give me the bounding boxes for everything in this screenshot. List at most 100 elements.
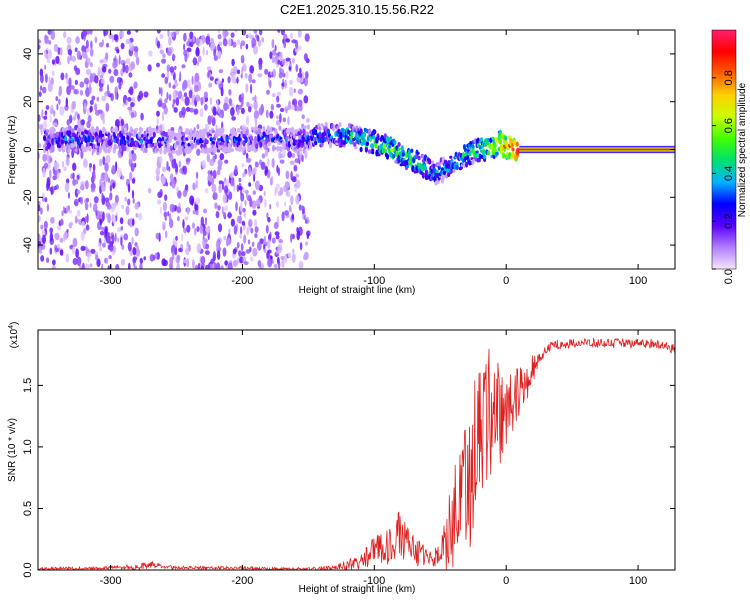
noise-speckle <box>187 79 191 89</box>
noise-speckle <box>225 178 230 187</box>
noise-speckle <box>197 262 201 269</box>
noise-speckle <box>85 263 90 269</box>
noise-speckle <box>62 31 67 39</box>
ridge-cell <box>68 130 72 136</box>
noise-speckle <box>172 85 176 89</box>
noise-speckle <box>113 34 119 41</box>
spectrogram-x-ticks: -300 -200 -100 0 100 <box>100 30 647 287</box>
ridge-cell <box>95 126 99 133</box>
noise-speckle <box>70 173 73 179</box>
noise-speckle <box>40 128 43 135</box>
noise-speckle <box>290 170 293 181</box>
noise-speckle <box>124 196 127 202</box>
noise-speckle <box>274 231 280 236</box>
noise-speckle <box>46 149 49 160</box>
noise-speckle <box>280 255 285 261</box>
noise-speckle <box>217 106 221 114</box>
noise-speckle <box>72 172 75 180</box>
noise-speckle <box>40 255 45 262</box>
noise-speckle <box>55 55 60 65</box>
noise-speckle <box>193 58 196 65</box>
noise-speckle <box>240 192 245 202</box>
noise-speckle <box>209 96 213 106</box>
noise-speckle <box>246 152 249 160</box>
noise-speckle <box>80 119 85 126</box>
ridge-cell <box>493 143 497 148</box>
noise-speckle <box>164 216 167 221</box>
noise-speckle <box>89 48 94 57</box>
noise-speckle <box>217 30 221 34</box>
noise-speckle <box>92 203 98 213</box>
noise-speckle <box>104 171 108 179</box>
ridge-cell <box>326 129 330 134</box>
colorbar-tick-label: 0.6 <box>723 118 735 133</box>
noise-speckle <box>278 151 282 160</box>
noise-speckle <box>243 212 246 218</box>
ridge-cell <box>397 142 401 147</box>
noise-speckle <box>295 173 300 178</box>
noise-speckle <box>205 243 210 250</box>
noise-speckle <box>200 265 204 269</box>
noise-speckle <box>43 220 48 230</box>
noise-speckle <box>51 59 56 65</box>
noise-speckle <box>107 232 110 237</box>
noise-speckle <box>175 235 178 241</box>
noise-speckle <box>263 248 267 253</box>
ridge-cell <box>140 138 144 144</box>
ridge-cell <box>119 147 123 153</box>
noise-speckle <box>254 161 259 168</box>
noise-speckle <box>161 112 165 122</box>
ridge-cell <box>318 132 322 139</box>
noise-speckle <box>263 190 266 197</box>
noise-speckle <box>292 248 295 254</box>
ridge-cell <box>293 134 297 139</box>
noise-speckle <box>75 67 81 76</box>
noise-speckle <box>269 51 273 60</box>
noise-speckle <box>232 248 237 255</box>
ridge-cell <box>211 140 215 145</box>
noise-speckle <box>208 174 213 183</box>
noise-speckle <box>245 249 251 254</box>
noise-speckle <box>125 38 131 45</box>
chart-title: C2E1.2025.310.15.56.R22 <box>280 2 434 17</box>
ridge-cell <box>504 136 508 141</box>
noise-speckle <box>300 78 304 83</box>
noise-speckle <box>181 81 186 92</box>
ridge-cell <box>382 142 386 149</box>
noise-speckle <box>254 233 258 239</box>
noise-speckle <box>167 47 172 57</box>
noise-speckle <box>271 158 275 169</box>
ridge-cell <box>483 154 487 159</box>
noise-speckle <box>116 167 122 178</box>
noise-speckle <box>168 82 172 89</box>
spectrogram-y-tick-label: 40 <box>22 48 34 60</box>
noise-speckle <box>173 31 176 38</box>
noise-speckle <box>276 63 279 68</box>
noise-speckle <box>306 118 310 123</box>
noise-speckle <box>55 96 59 102</box>
noise-speckle <box>204 250 210 255</box>
noise-speckle <box>231 58 235 67</box>
noise-speckle <box>66 85 71 96</box>
noise-speckle <box>139 262 143 269</box>
noise-speckle <box>241 251 246 257</box>
ridge-cell <box>231 127 236 134</box>
ridge-cell <box>250 126 254 131</box>
noise-speckle <box>215 239 221 250</box>
noise-speckle <box>67 55 70 65</box>
noise-speckle <box>168 166 171 172</box>
noise-speckle <box>205 264 210 269</box>
ridge-cell <box>74 148 78 152</box>
snr-marks <box>38 337 675 570</box>
noise-speckle <box>80 196 83 205</box>
ridge-cell <box>140 127 144 132</box>
noise-speckle <box>83 77 90 85</box>
noise-speckle <box>74 179 79 185</box>
noise-speckle <box>38 204 41 212</box>
noise-speckle <box>101 263 104 269</box>
ridge-cell <box>481 149 486 156</box>
ridge-cell <box>122 135 126 141</box>
ridge-cell <box>314 129 318 136</box>
noise-speckle <box>257 73 263 78</box>
noise-speckle <box>121 244 125 250</box>
